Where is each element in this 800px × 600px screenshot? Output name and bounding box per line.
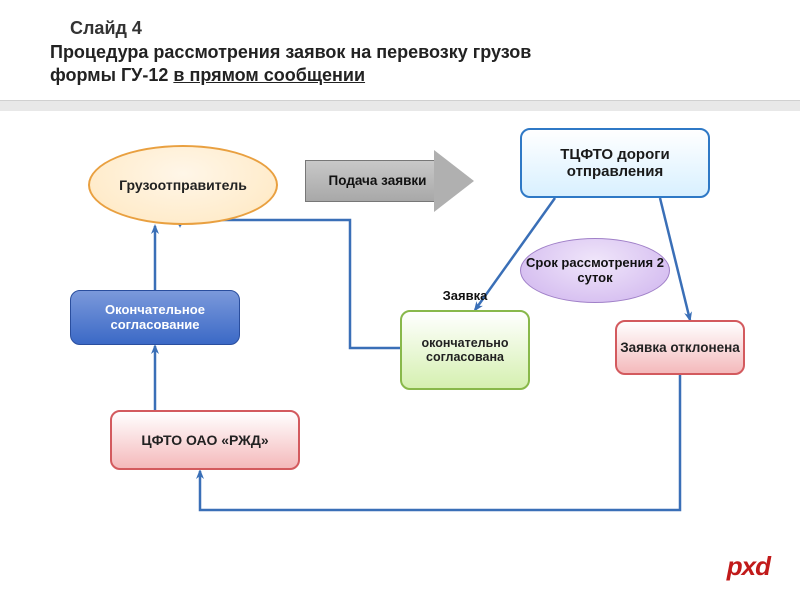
slide: Слайд 4 Процедура рассмотрения заявок на… bbox=[0, 0, 800, 600]
node-tcfto: ТЦФТО дороги отправления bbox=[520, 128, 710, 198]
slide-title: Процедура рассмотрения заявок на перевоз… bbox=[50, 41, 750, 86]
slide-number: Слайд 4 bbox=[70, 18, 750, 39]
title-line2-prefix: формы ГУ-12 bbox=[50, 65, 173, 85]
logo-rzd: pxd bbox=[727, 551, 770, 582]
label-approved-caption: Заявка bbox=[400, 289, 530, 304]
node-shipper: Грузоотправитель bbox=[88, 145, 278, 225]
node-cfto: ЦФТО ОАО «РЖД» bbox=[110, 410, 300, 470]
submit-arrow: Подача заявки bbox=[305, 150, 475, 212]
node-final-approval: Окончательное согласование bbox=[70, 290, 240, 345]
node-duration: Срок рассмотрения 2 суток bbox=[520, 238, 670, 303]
header-band bbox=[0, 100, 800, 112]
node-approved: окончательно согласована bbox=[400, 310, 530, 390]
title-line2-underlined: в прямом сообщении bbox=[173, 65, 365, 85]
submit-arrow-label: Подача заявки bbox=[329, 173, 452, 189]
title-line1: Процедура рассмотрения заявок на перевоз… bbox=[50, 42, 531, 62]
node-rejected: Заявка отклонена bbox=[615, 320, 745, 375]
header: Слайд 4 Процедура рассмотрения заявок на… bbox=[0, 0, 800, 96]
